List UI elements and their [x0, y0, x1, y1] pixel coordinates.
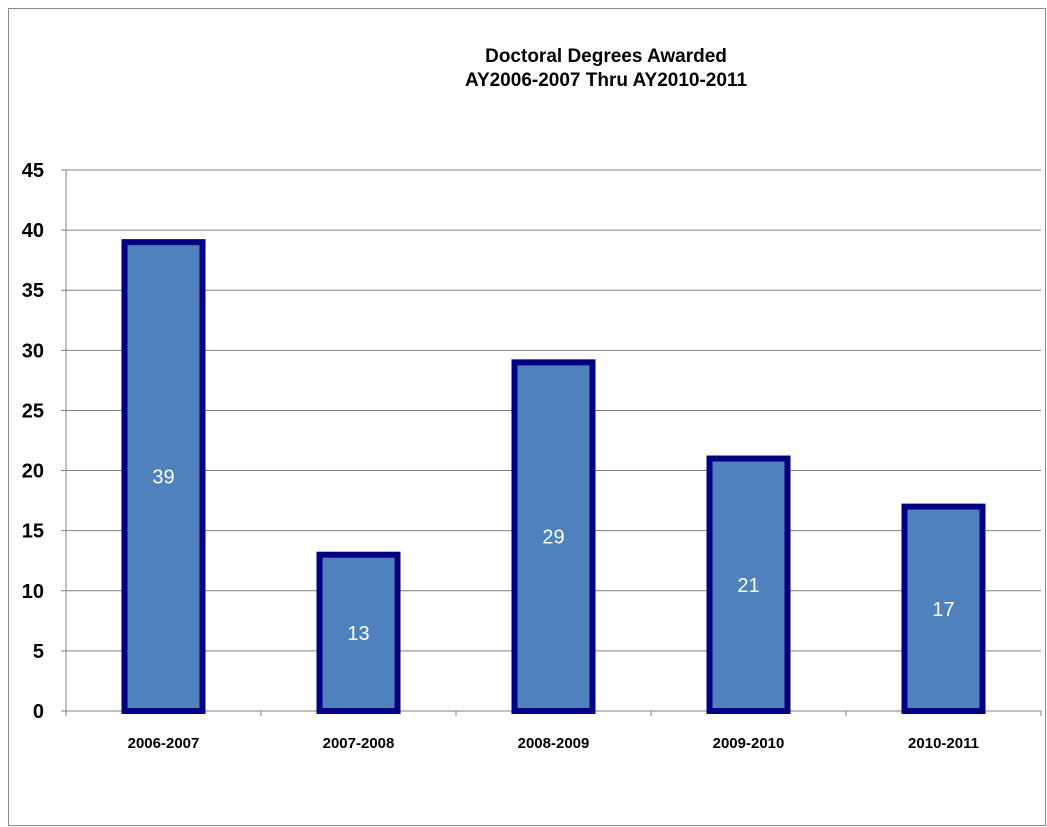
chart-subtitle: AY2006-2007 Thru AY2010-2011 — [465, 70, 747, 91]
bar — [901, 503, 986, 714]
bar — [316, 551, 401, 715]
bar — [511, 359, 596, 714]
y-tick-label: 5 — [33, 641, 44, 663]
y-tick-label: 45 — [22, 160, 44, 182]
x-category-label: 2008-2009 — [518, 735, 590, 752]
bar — [706, 455, 791, 714]
y-tick-label: 30 — [22, 340, 44, 362]
chart-title: Doctoral Degrees Awarded — [485, 46, 727, 67]
bar-value-label: 29 — [542, 527, 564, 549]
bar-value-label: 39 — [152, 467, 174, 489]
data-labels: 39 13 29 21 17 — [152, 467, 954, 645]
x-category-label: 2009-2010 — [713, 735, 785, 752]
x-category-label: 2007-2008 — [323, 735, 395, 752]
y-tick-label: 40 — [22, 220, 44, 242]
gridlines — [66, 169, 1041, 652]
y-tick-label: 25 — [22, 400, 44, 422]
y-tick-label: 15 — [22, 521, 44, 543]
bar-value-label: 17 — [932, 599, 954, 621]
bar — [121, 239, 206, 714]
bar-value-label: 21 — [737, 575, 759, 597]
x-category-label: 2010-2011 — [908, 735, 979, 752]
y-tick-label: 35 — [22, 280, 44, 302]
x-category-label: 2006-2007 — [128, 735, 200, 752]
bar-value-label: 13 — [347, 623, 369, 645]
y-tick-label: 20 — [22, 461, 44, 483]
y-tick-label: 10 — [22, 581, 44, 603]
bars — [121, 239, 986, 715]
y-tick-label: 0 — [33, 701, 44, 723]
